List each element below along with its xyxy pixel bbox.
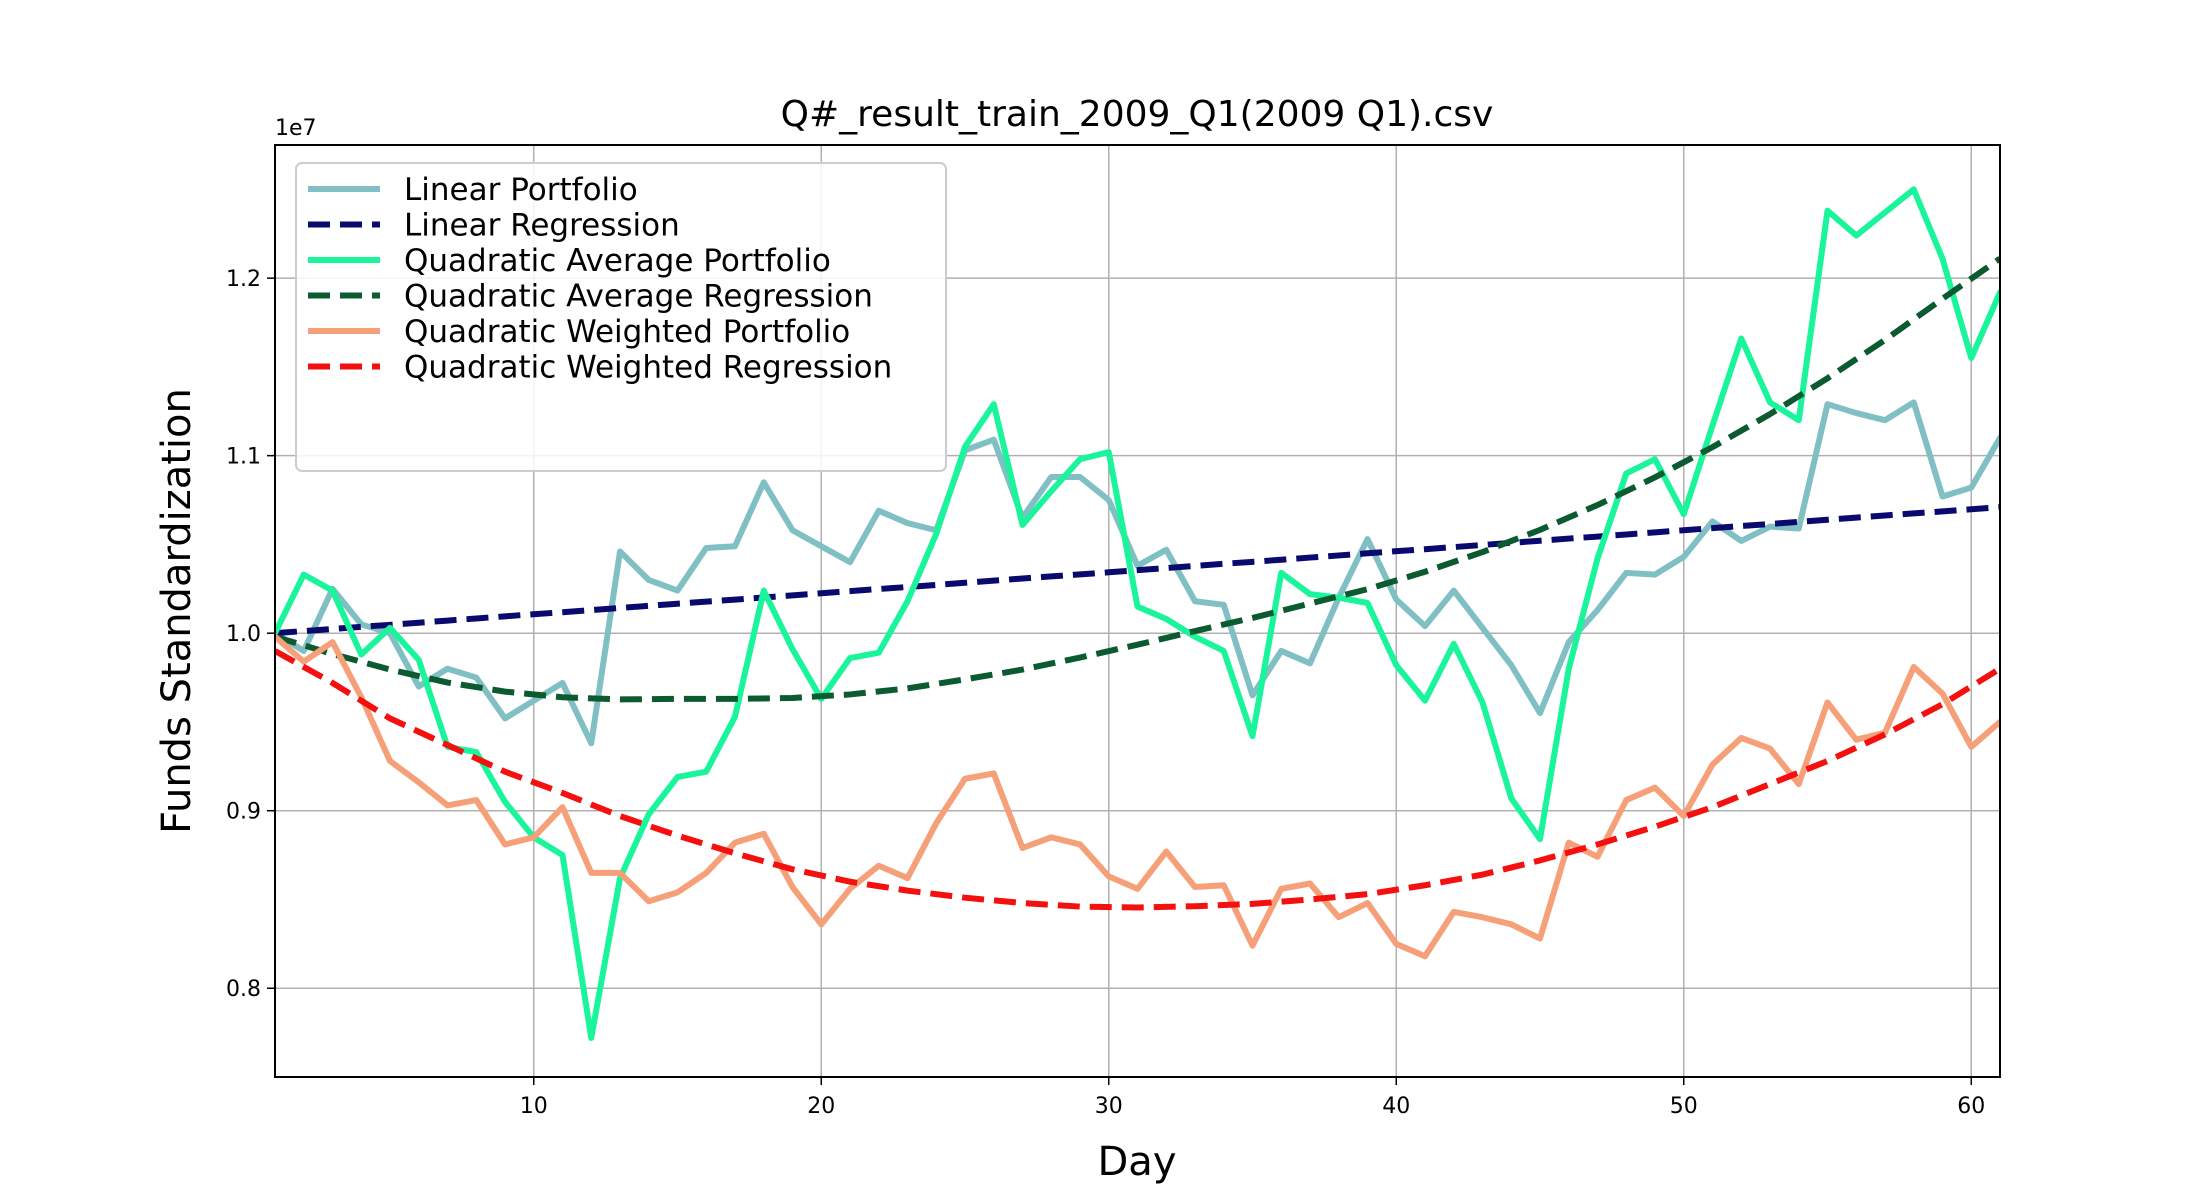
series-layer xyxy=(275,186,2000,1041)
y-tick-label: 0.8 xyxy=(226,977,261,1002)
chart-title: Q#_result_train_2009_Q1(2009 Q1).csv xyxy=(781,94,1494,135)
series-line-quadratic-weighted-regression xyxy=(275,648,2000,911)
y-tick-label: 1.2 xyxy=(226,267,261,292)
x-tick-label: 60 xyxy=(1957,1094,1985,1119)
x-tick-label: 10 xyxy=(520,1094,548,1119)
series-line-quadratic-average-portfolio xyxy=(275,186,2000,1041)
plot-frame xyxy=(274,144,2001,1078)
legend-label-linear-portfolio: Linear Portfolio xyxy=(404,172,638,208)
y-tick-label: 1.1 xyxy=(226,445,261,470)
y-tick-label: 1.0 xyxy=(226,622,261,647)
legend-box xyxy=(295,162,947,472)
legend-label-quadratic-weighted-portfolio: Quadratic Weighted Portfolio xyxy=(404,314,850,350)
x-axis: 10 20 30 40 50 60 xyxy=(520,1077,1985,1119)
x-tick-label: 30 xyxy=(1095,1094,1123,1119)
legend-label-quadratic-weighted-regression: Quadratic Weighted Regression xyxy=(404,350,892,386)
y-axis-label: Funds Standardization xyxy=(154,388,200,834)
legend-label-quadratic-average-portfolio: Quadratic Average Portfolio xyxy=(404,243,831,279)
y-axis: 0.8 0.9 1.0 1.1 1.2 xyxy=(226,267,275,1002)
x-tick-label: 50 xyxy=(1670,1094,1698,1119)
y-axis-offset-label: 1e7 xyxy=(275,116,317,141)
legend-label-quadratic-average-regression: Quadratic Average Regression xyxy=(404,279,873,315)
series-line-quadratic-average-regression xyxy=(275,256,2000,703)
y-tick-label: 0.9 xyxy=(226,800,261,825)
x-axis-label: Day xyxy=(1098,1139,1177,1185)
series-line-linear-portfolio xyxy=(275,399,2000,747)
x-tick-label: 40 xyxy=(1382,1094,1410,1119)
x-tick-label: 20 xyxy=(807,1094,835,1119)
series-line-quadratic-weighted-portfolio xyxy=(275,633,2000,960)
legend-label-linear-regression: Linear Regression xyxy=(404,208,680,244)
series-line-linear-regression xyxy=(275,504,2000,637)
